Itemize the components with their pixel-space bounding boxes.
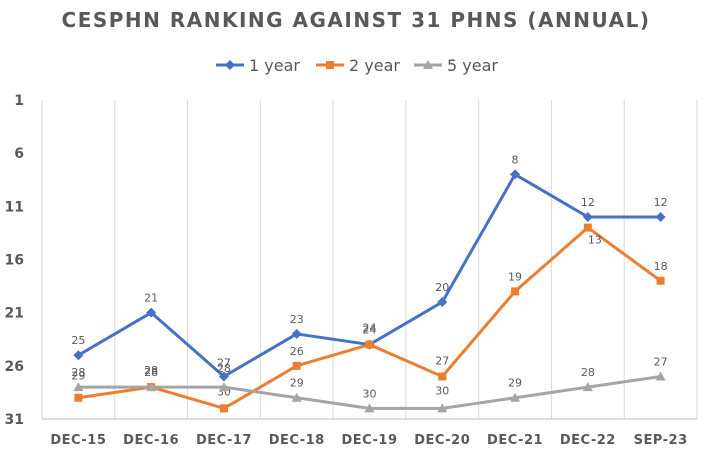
data-point bbox=[218, 382, 229, 392]
data-label: 27 bbox=[435, 354, 449, 367]
data-label: 27 bbox=[654, 355, 668, 368]
data-label: 30 bbox=[435, 384, 449, 397]
data-label: 28 bbox=[71, 366, 85, 379]
data-label: 29 bbox=[290, 377, 304, 390]
data-point bbox=[655, 211, 666, 222]
legend-marker bbox=[423, 60, 433, 69]
data-label: 30 bbox=[363, 387, 377, 400]
chart-title: CESPHN RANKING AGAINST 31 PHNS (ANNUAL) bbox=[61, 8, 651, 32]
data-point bbox=[437, 403, 448, 413]
data-label: 25 bbox=[71, 334, 85, 347]
data-label: 28 bbox=[144, 364, 158, 377]
x-tick-label: DEC-21 bbox=[487, 433, 543, 448]
x-tick-label: DEC-17 bbox=[196, 433, 252, 448]
y-tick-label: 31 bbox=[5, 412, 24, 428]
data-point bbox=[74, 393, 83, 402]
data-label: 24 bbox=[363, 324, 377, 337]
data-label: 27 bbox=[217, 356, 231, 369]
data-point bbox=[582, 211, 593, 222]
data-point bbox=[364, 403, 375, 413]
x-tick-label: DEC-16 bbox=[123, 433, 179, 448]
data-point bbox=[365, 340, 374, 349]
data-label: 24 bbox=[363, 322, 377, 335]
data-label: 23 bbox=[290, 313, 304, 326]
data-label: 8 bbox=[512, 153, 519, 166]
legend-marker bbox=[225, 60, 235, 70]
data-label: 18 bbox=[654, 260, 668, 273]
data-point bbox=[510, 392, 521, 402]
data-label: 28 bbox=[217, 362, 231, 375]
data-label: 20 bbox=[435, 281, 449, 294]
data-point bbox=[291, 328, 302, 339]
data-label: 19 bbox=[508, 270, 522, 283]
x-tick-label: DEC-18 bbox=[269, 433, 325, 448]
data-point bbox=[146, 382, 157, 392]
data-point bbox=[73, 382, 84, 392]
data-label: 28 bbox=[144, 366, 158, 379]
y-tick-label: 6 bbox=[14, 146, 24, 162]
data-point bbox=[219, 404, 228, 413]
data-point bbox=[438, 372, 447, 381]
legend-label: 1 year bbox=[249, 56, 300, 75]
y-tick-label: 26 bbox=[5, 359, 24, 375]
legend-marker bbox=[326, 61, 334, 69]
data-point bbox=[292, 361, 301, 370]
legend-label: 5 year bbox=[447, 56, 498, 75]
data-point bbox=[146, 307, 157, 318]
data-point bbox=[511, 287, 520, 296]
y-tick-label: 1 bbox=[14, 93, 24, 109]
data-point bbox=[656, 276, 665, 285]
data-point bbox=[218, 371, 229, 382]
data-label: 13 bbox=[588, 234, 602, 247]
x-tick-label: DEC-19 bbox=[342, 433, 398, 448]
data-point bbox=[583, 223, 592, 232]
data-label: 12 bbox=[654, 196, 668, 209]
y-tick-label: 21 bbox=[5, 306, 24, 322]
series-line bbox=[78, 226, 662, 410]
data-label: 26 bbox=[290, 345, 304, 358]
data-label: 29 bbox=[508, 377, 522, 390]
x-tick-label: DEC-22 bbox=[560, 433, 616, 448]
data-point bbox=[582, 382, 593, 392]
x-tick-label: DEC-20 bbox=[414, 433, 470, 448]
data-point bbox=[655, 371, 666, 381]
data-point bbox=[291, 392, 302, 402]
legend-label: 2 year bbox=[349, 56, 400, 75]
data-label: 12 bbox=[581, 196, 595, 209]
data-label: 29 bbox=[71, 370, 85, 383]
x-tick-label: SEP-23 bbox=[634, 433, 688, 448]
y-tick-label: 16 bbox=[5, 253, 24, 269]
x-tick-label: DEC-15 bbox=[50, 433, 106, 448]
data-point bbox=[73, 350, 84, 361]
data-label: 21 bbox=[144, 292, 158, 305]
data-point bbox=[510, 169, 521, 180]
data-label: 28 bbox=[581, 366, 595, 379]
y-tick-label: 11 bbox=[5, 199, 24, 215]
data-point bbox=[437, 297, 448, 308]
